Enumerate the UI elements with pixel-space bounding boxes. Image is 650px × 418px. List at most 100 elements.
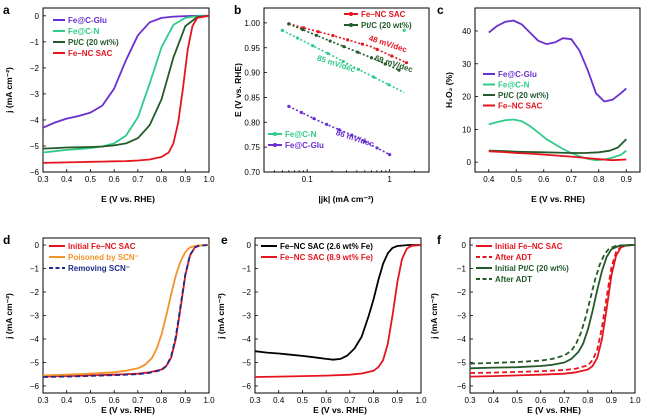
x-tick-label: 0.4: [273, 396, 285, 405]
x-tick-label: 0.7: [559, 396, 571, 405]
data-point: [328, 39, 332, 43]
series-pt-c-20-wt-: [287, 22, 401, 72]
x-tick-label: 0.6: [109, 175, 121, 184]
x-tick-label: 0.6: [538, 175, 550, 184]
series-fe-nc-sac: [287, 22, 409, 65]
y-tick-label: −1: [30, 265, 40, 274]
x-tick-label: 0.4: [61, 396, 73, 405]
x-tick-label: 0.5: [512, 396, 524, 405]
x-tick-label: 0.1: [302, 175, 314, 184]
y-tick-label: 0: [35, 241, 40, 250]
legend-label: Initial Fe–NC SAC: [495, 242, 563, 251]
y-tick-label: 0.90: [244, 69, 260, 78]
panel-letter-b: b: [234, 3, 241, 17]
slope-annotation: 85 mV/dec: [316, 54, 357, 75]
data-point: [311, 44, 315, 48]
series-fe-c-glu: [488, 19, 627, 103]
y-tick-label: −6: [242, 382, 252, 391]
panel-letter-f: f: [437, 233, 442, 247]
y-tick-label: −2: [30, 64, 40, 73]
data-point: [301, 28, 305, 32]
y-tick-label: 0.75: [244, 143, 260, 152]
y-axis-label: E (V vs. RHE): [233, 63, 243, 117]
series-removing-scn-: [43, 244, 209, 378]
y-tick-label: 0.95: [244, 44, 260, 53]
legend-marker: [273, 132, 277, 136]
data-point: [341, 59, 345, 64]
x-axis-label: E (V vs. RHE): [527, 405, 581, 415]
series-fe-c-n: [488, 118, 627, 162]
legend-label: Pt/C (20 wt%): [68, 38, 119, 47]
y-tick-label: −3: [457, 312, 467, 321]
series-fe-nc-sac-2-6-wt-fe-: [255, 244, 421, 361]
y-tick-label: −5: [242, 358, 252, 367]
y-tick-label: −4: [30, 116, 40, 125]
data-point: [372, 75, 376, 79]
legend-label: Fe@C-Glu: [285, 141, 324, 150]
data-point: [295, 36, 300, 40]
y-tick-label: 0: [35, 12, 40, 21]
legend-label: Fe@C-Glu: [498, 70, 537, 79]
y-tick-label: 10: [462, 125, 471, 134]
data-point: [388, 153, 392, 157]
legend: Initial Fe–NC SAC Poisoned by SCN⁻ Removin…: [49, 242, 139, 273]
data-point: [314, 33, 318, 37]
legend-label: Pt/C (20 wt%): [361, 21, 412, 30]
series-poisoned-by-scn-: [43, 244, 209, 377]
x-tick-label: 0.8: [582, 396, 594, 405]
x-tick-label: 0.7: [566, 175, 578, 184]
y-tick-label: −5: [30, 358, 40, 367]
y-tick-label: −3: [30, 90, 40, 99]
y-axis-label: j (mA cm⁻²): [216, 293, 226, 340]
x-axis-label: |jk| (mA cm⁻²): [318, 194, 373, 204]
x-tick-label: 0.8: [593, 175, 605, 184]
x-tick-label: 0.4: [483, 175, 495, 184]
y-axis-label: j (mA cm⁻²): [4, 67, 14, 114]
x-tick-label: 0.8: [368, 396, 380, 405]
x-tick-label: 1.0: [415, 396, 427, 405]
x-tick-label: 0.6: [535, 396, 547, 405]
series-group: [43, 244, 209, 378]
data-point: [397, 68, 401, 72]
y-tick-label: −2: [457, 288, 467, 297]
x-tick-label: 0.8: [156, 175, 168, 184]
y-tick-label: −1: [457, 265, 467, 274]
series-fe-nc-sac: [43, 14, 209, 164]
panel-d: d 0.3 0.4 0.5 0.6 0.7 0.8 0.9 1.0 0 −1 −2 −3 −4 −5 −6 E …: [3, 233, 215, 415]
y-tick-label: 30: [462, 60, 471, 69]
y-tick-label: 0: [247, 241, 252, 250]
y-tick-label: 1.00: [244, 19, 260, 28]
x-tick-label: 0.4: [61, 175, 73, 184]
y-tick-label: −6: [30, 382, 40, 391]
x-tick-label: 0.9: [621, 175, 633, 184]
legend: Fe–NC SAC (2.6 wt% Fe) Fe–NC SAC (8.9 wt%…: [261, 242, 373, 262]
x-tick-label: 0.9: [392, 396, 404, 405]
x-tick-label: 0.6: [321, 396, 333, 405]
y-axis-label: H₂O₂ (%): [444, 72, 454, 108]
x-tick-label: 0.5: [85, 396, 97, 405]
x-tick-label: 1.0: [629, 396, 641, 405]
x-tick-label: 0.3: [249, 396, 261, 405]
y-tick-label: −1: [30, 38, 40, 47]
data-point: [287, 22, 291, 26]
panel-c: c 0.4 0.5 0.6 0.7 0.8 0.9 0 10 20 30 40 E (V vs. RHE…: [437, 3, 641, 204]
data-point: [362, 139, 367, 143]
legend-label: Initial Fe–NC SAC: [68, 242, 136, 251]
y-tick-label: −2: [30, 288, 40, 297]
x-tick-label: 0.9: [606, 396, 618, 405]
data-point: [369, 56, 374, 60]
x-tick-label: 0.9: [180, 175, 192, 184]
series-initial-pt-c-20-wt-: [470, 244, 635, 370]
legend-marker: [349, 12, 353, 16]
series-fe-c-glu: [287, 104, 392, 157]
x-tick-label: 1.0: [203, 396, 215, 405]
x-tick-label: 0.3: [37, 396, 49, 405]
panel-letter-c: c: [437, 3, 444, 17]
x-tick-label: 0.6: [109, 396, 121, 405]
y-tick-label: −5: [30, 142, 40, 151]
series-pt-c-20-wt-: [43, 14, 209, 150]
series-group: [43, 14, 209, 164]
series-group: [255, 244, 421, 378]
